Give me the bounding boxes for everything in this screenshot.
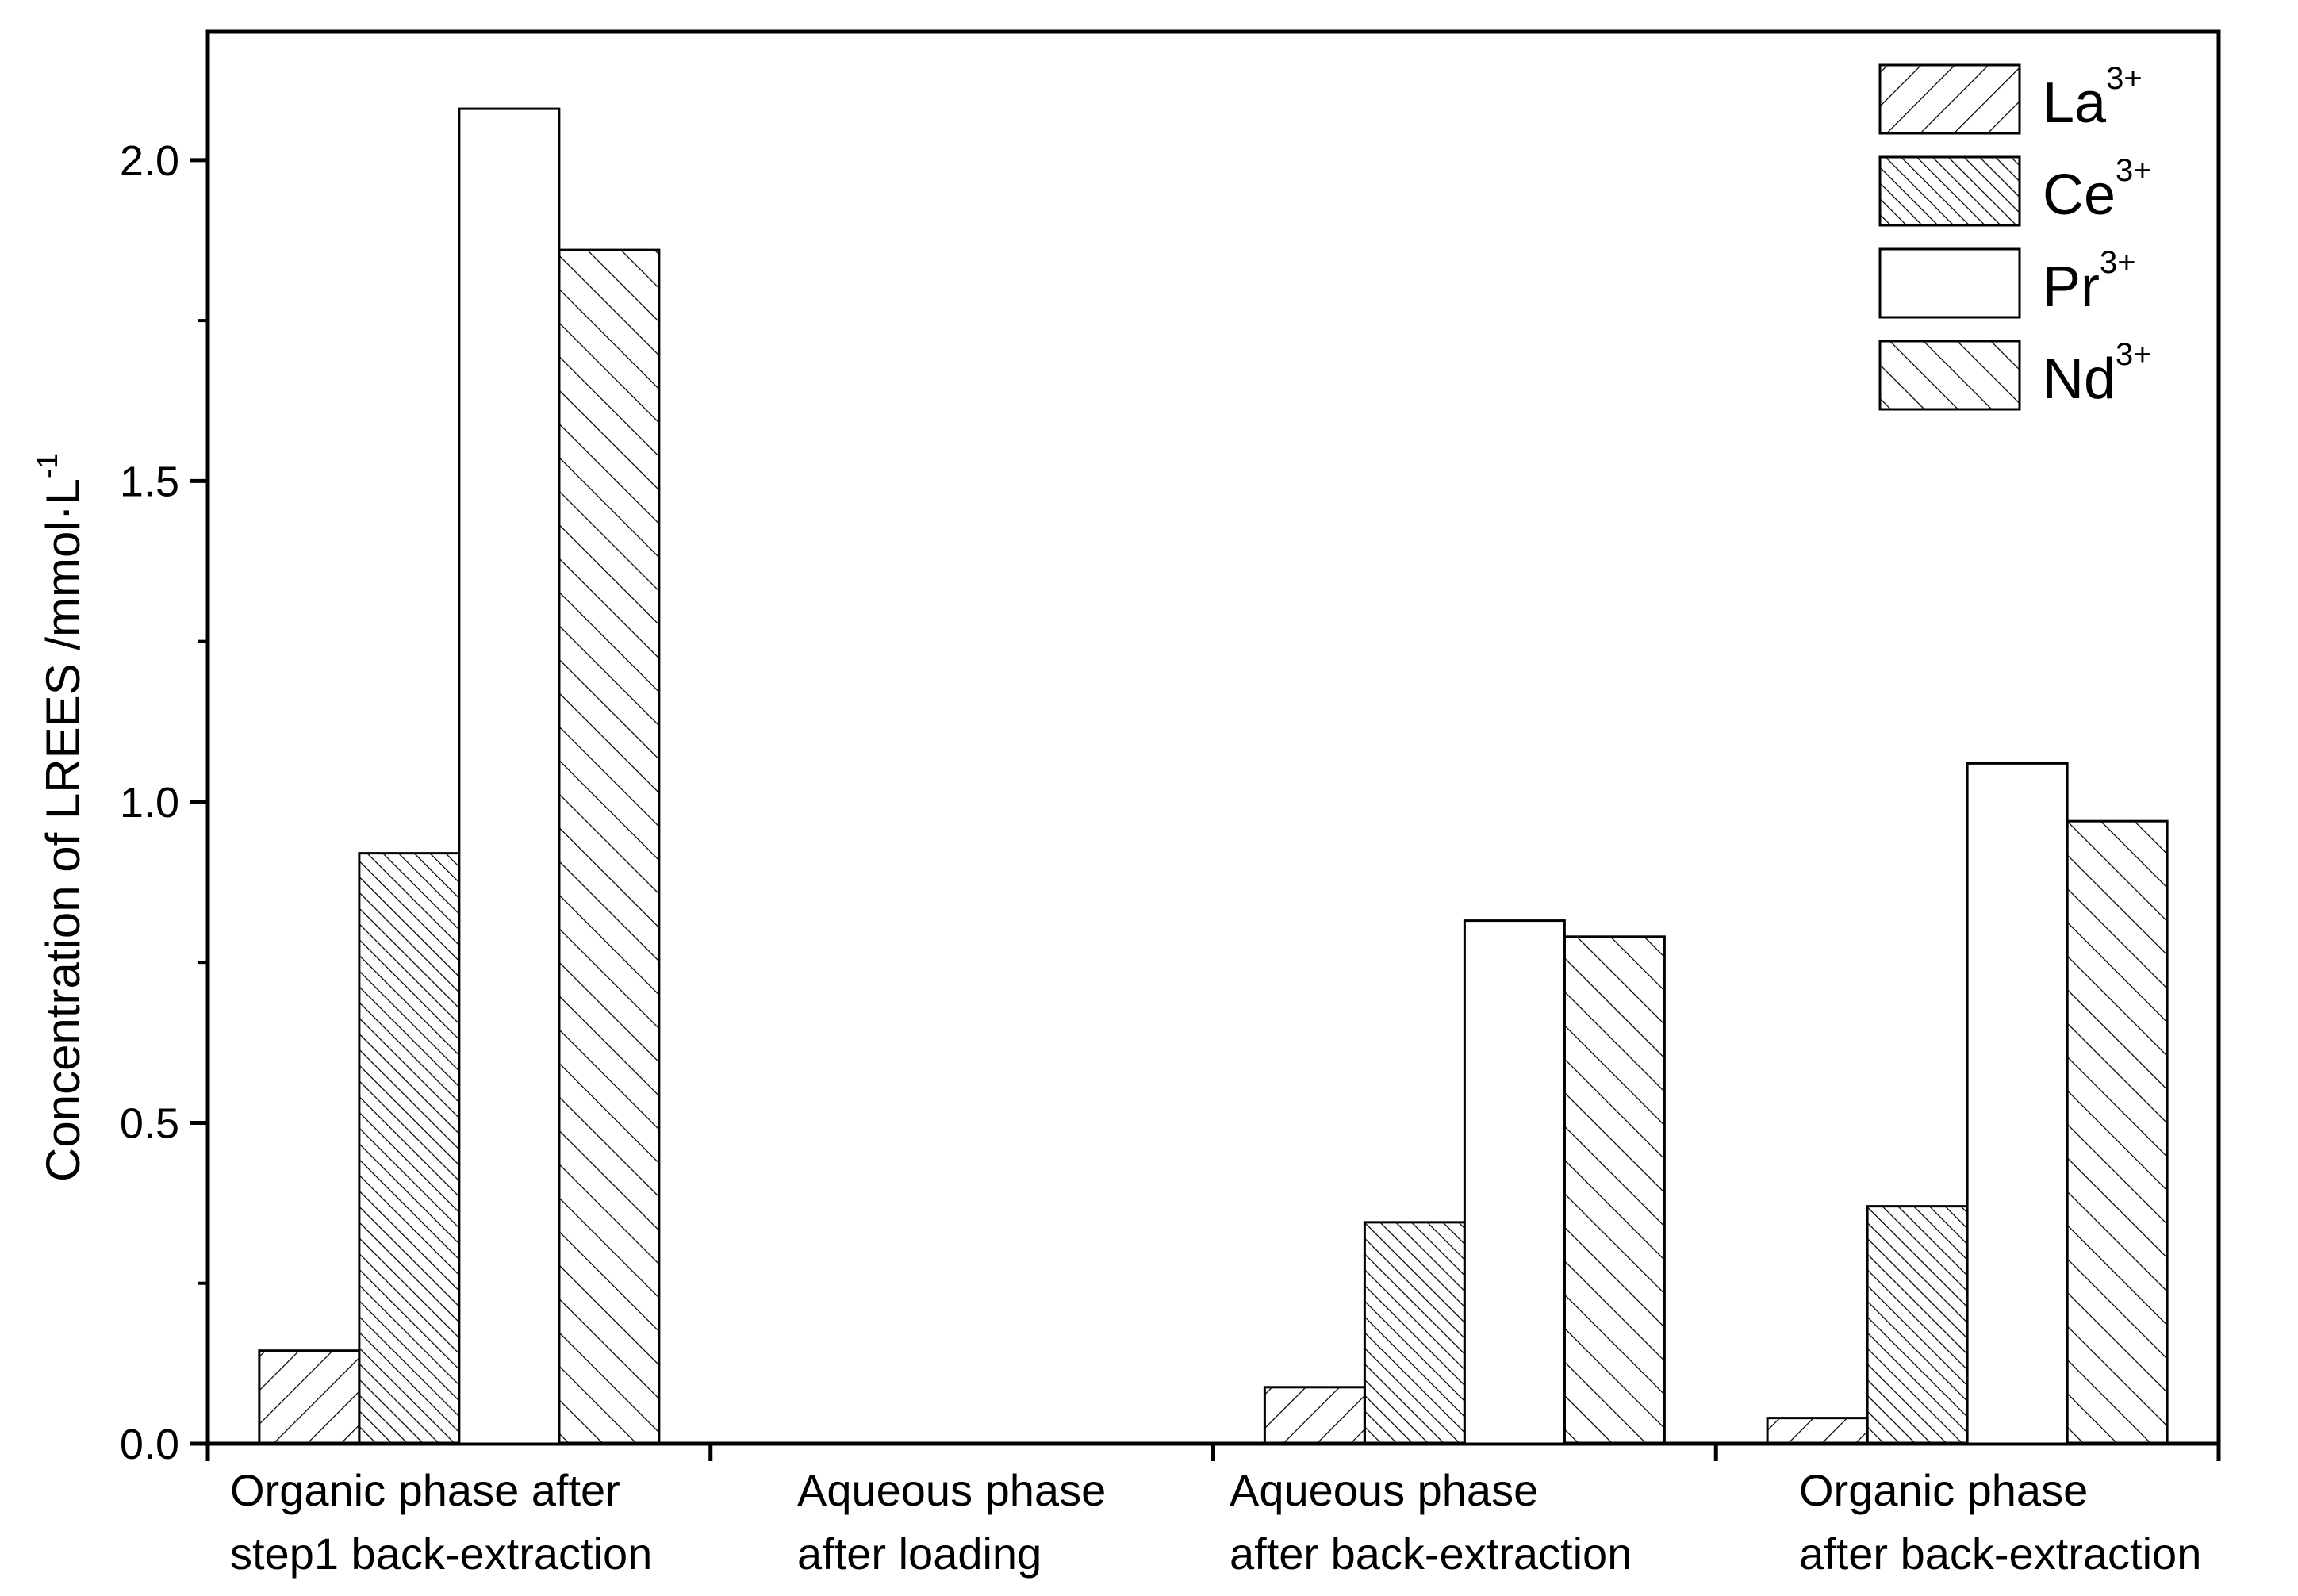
- legend-swatch-la: [1878, 63, 2021, 135]
- y-tick-label: 0.0: [120, 1421, 179, 1468]
- x-category-label: step1 back-extraction: [230, 1529, 652, 1579]
- bar-ce-2: [1363, 1221, 1466, 1445]
- y-axis-title: Concentration of LREES /mmol·L-1: [31, 453, 90, 1182]
- bar-nd-3: [2066, 819, 2169, 1445]
- category-labels: Organic phase after step1 back-extraction…: [230, 1465, 2201, 1579]
- bar-la-2: [1263, 1386, 1366, 1445]
- x-category-label: after back-extraction: [1230, 1529, 1632, 1579]
- x-category-label: after back-extraction: [1799, 1529, 2201, 1579]
- bar-pr-3: [1966, 762, 2069, 1445]
- legend-label-la: La3+: [2043, 61, 2143, 135]
- legend-label-pr: Pr3+: [2043, 245, 2136, 319]
- x-category-label: Aqueous phase: [1230, 1465, 1538, 1515]
- y-tick-label: 0.5: [120, 1099, 179, 1147]
- legend-swatch-nd: [1878, 340, 2021, 411]
- legend-swatch-pr: [1878, 247, 2021, 319]
- bar-pr-2: [1463, 919, 1566, 1445]
- legend-label-nd: Nd3+: [2043, 337, 2152, 411]
- legend-label-ce: Ce3+: [2043, 153, 2152, 227]
- bar-ce-0: [358, 852, 461, 1445]
- legend: La3+ Ce3+ Pr3+ Nd3+: [1878, 61, 2152, 411]
- x-axis: [205, 1444, 2221, 1461]
- bar-ce-3: [1866, 1205, 1969, 1445]
- bar-pr-0: [458, 107, 561, 1445]
- bars: [258, 107, 2169, 1445]
- y-axis: 0.0 0.5 1.0 1.5 2.0: [120, 137, 208, 1468]
- x-category-label: after loading: [797, 1529, 1042, 1579]
- y-tick-label: 1.0: [120, 779, 179, 827]
- y-tick-label: 1.5: [120, 458, 179, 505]
- bar-nd-0: [558, 248, 661, 1445]
- x-category-label: Organic phase: [1799, 1465, 2088, 1515]
- bar-la-3: [1766, 1417, 1869, 1445]
- bar-la-0: [258, 1349, 361, 1445]
- x-category-label: Organic phase after: [230, 1465, 620, 1515]
- legend-swatch-ce: [1878, 155, 2021, 227]
- bar-nd-2: [1563, 935, 1666, 1445]
- y-tick-label: 2.0: [120, 137, 179, 185]
- x-category-label: Aqueous phase: [797, 1465, 1106, 1515]
